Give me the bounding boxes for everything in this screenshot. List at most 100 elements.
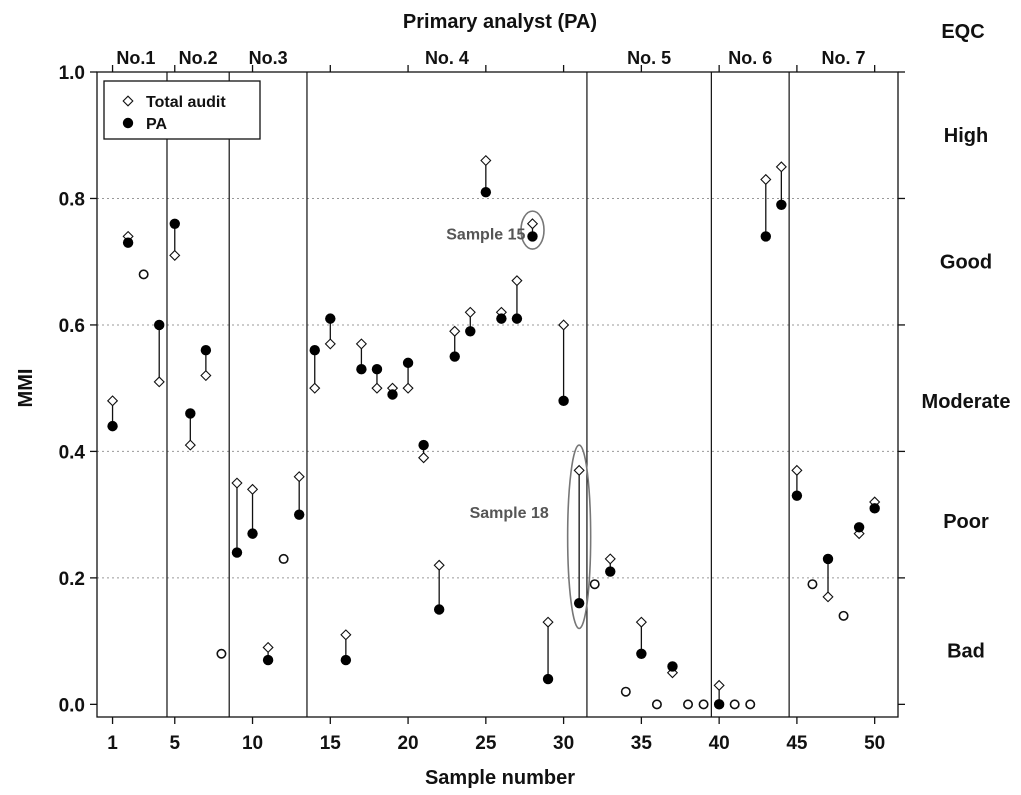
x-tick-label: 45 [786,733,808,754]
point-total-audit-sample-15 [324,338,336,350]
legend-label-pa: PA [146,116,167,133]
point-equal-sample-8 [216,648,227,659]
point-pa-sample-17 [356,364,367,375]
y-axis-title: MMI [15,369,37,408]
x-tick-label: 30 [553,733,574,754]
point-pa-sample-28 [527,231,538,242]
gridlines [97,197,898,579]
x-tick-label: 10 [242,733,263,754]
point-pa-sample-23 [449,351,460,362]
point-total-audit-sample-16 [340,629,352,641]
point-pa-sample-21 [418,439,429,451]
eqc-class-label: Bad [947,641,985,663]
group-label: No. 7 [822,48,866,68]
point-pa-sample-9 [231,547,243,558]
annotation-label: Sample 18 [470,505,549,522]
point-total-audit-sample-43 [760,173,772,186]
point-equal-sample-48 [838,610,849,621]
top-title: Primary analyst (PA) [403,11,597,33]
point-equal-sample-3 [138,269,149,280]
y-tick-label: 0.8 [59,189,85,210]
point-total-audit-sample-1 [106,395,119,407]
point-total-audit-sample-31 [573,464,585,476]
x-tick-label: 1 [107,733,118,754]
point-total-audit-sample-45 [791,464,803,476]
point-total-audit-sample-11 [262,641,274,654]
point-equal-sample-34 [620,686,631,697]
axes: 0.00.20.40.60.81.01 5 10 15 20 25 30 35 40 45 50 [59,63,905,754]
y-tick-label: 0.6 [59,316,85,337]
point-pa-sample-33 [605,566,616,577]
point-total-audit-sample-20 [402,382,414,394]
point-total-audit-sample-24 [464,306,476,318]
group-label: No. 5 [627,48,671,68]
point-equal-sample-41 [729,699,740,710]
group-label: No.1 [116,48,155,68]
x-tick-label: 25 [475,733,497,754]
point-equal-sample-38 [683,699,694,710]
point-total-audit-sample-5 [169,249,181,261]
legend-box [103,80,261,140]
eqc-class-label: Moderate [922,391,1011,413]
x-tick-label: 40 [709,733,730,754]
point-pa-sample-13 [293,509,305,520]
point-total-audit-sample-30 [558,319,570,331]
x-tick-label: 35 [631,733,653,754]
point-total-audit-sample-44 [775,161,787,173]
group-dividers [166,72,790,717]
group-label: No. 6 [728,48,772,68]
point-total-audit-sample-13 [293,471,305,483]
point-total-audit-sample-4 [153,376,165,388]
point-pa-sample-5 [169,218,180,229]
point-pa-sample-14 [309,345,320,356]
point-total-audit-sample-21 [418,452,430,464]
legend-marker-pa [122,117,134,129]
point-total-audit-sample-47 [822,591,834,603]
point-pa-sample-10 [247,528,258,539]
point-pa-sample-29 [542,673,554,685]
point-total-audit-sample-7 [200,369,212,382]
point-pa-sample-45 [791,490,803,501]
point-equal-sample-42 [745,699,756,710]
point-equal-sample-39 [698,699,709,710]
legend-label-total-audit: Total audit [146,94,226,111]
point-equal-sample-46 [807,579,818,590]
point-total-audit-sample-27 [511,275,523,287]
point-total-audit-sample-22 [433,559,445,571]
point-pa-sample-44 [776,199,787,210]
point-total-audit-sample-10 [246,483,259,495]
point-pa-sample-31 [573,597,585,609]
point-pa-sample-1 [107,420,118,432]
point-total-audit-sample-9 [231,477,243,489]
group-label: No. 4 [425,48,469,68]
y-tick-label: 0.2 [59,569,85,590]
point-total-audit-sample-14 [309,382,321,394]
group-label: No.2 [179,48,218,68]
x-tick-label: 5 [169,733,180,754]
plot-frame [96,71,899,718]
point-pa-sample-6 [185,408,196,419]
annotation-ellipse [566,444,592,630]
point-total-audit-sample-35 [635,616,647,628]
point-pa-sample-27 [511,313,523,324]
legend: Total audit PA [103,80,261,140]
x-tick-label: 15 [320,733,342,754]
point-equal-sample-36 [651,699,662,710]
point-pa-sample-2 [122,237,134,248]
eqc-class-label: High [944,125,988,147]
eqc-title: EQC [941,21,984,43]
point-pa-sample-4 [154,319,165,331]
eqc-class-label: Good [940,252,992,274]
eqc-class-labels: High Good Moderate Poor Bad [922,125,1011,662]
point-pa-sample-43 [760,231,771,242]
y-tick-label: 0.0 [59,695,85,716]
point-pa-sample-50 [869,503,880,514]
point-pa-sample-40 [713,699,725,710]
x-axis-title: Sample number [425,767,575,789]
point-pa-sample-20 [402,357,414,369]
point-pa-sample-19 [387,389,398,400]
point-pa-sample-16 [340,654,352,666]
point-total-audit-sample-25 [480,154,492,167]
data-markers [106,154,881,710]
